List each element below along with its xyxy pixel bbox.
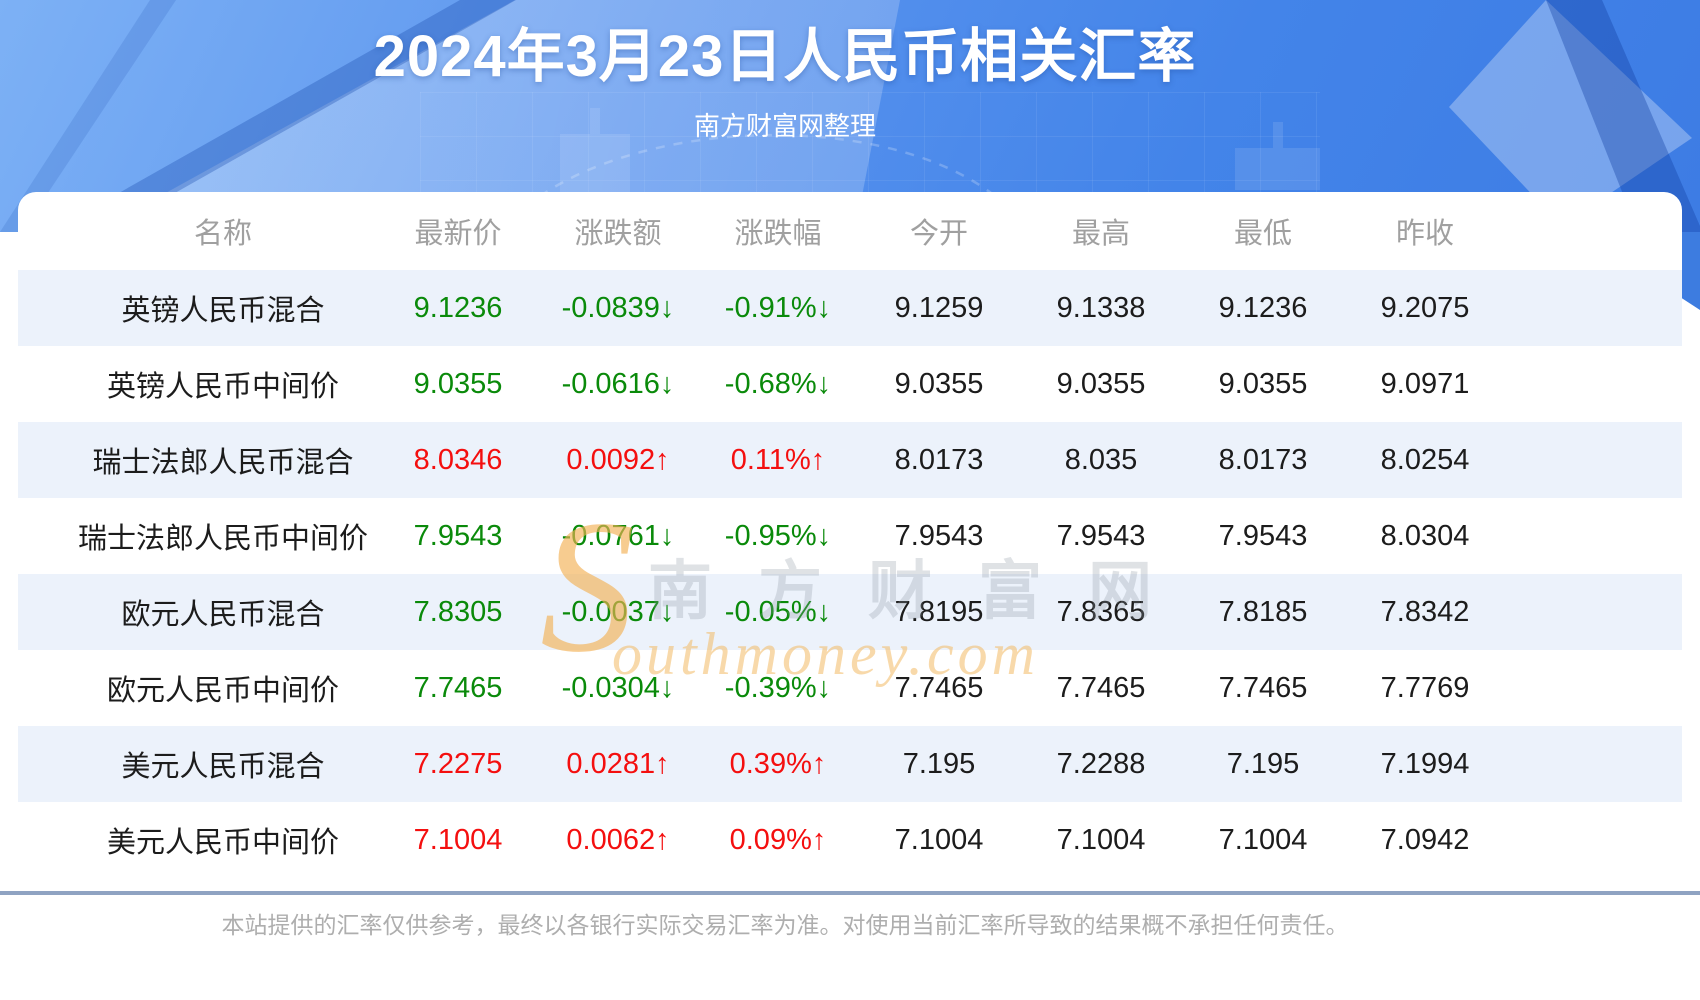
cell-high: 7.7465 [1056, 671, 1146, 704]
cell-open: 7.1004 [894, 823, 984, 856]
cell-prev-close: 7.8342 [1380, 595, 1470, 628]
cell-prev-close: 7.1994 [1380, 747, 1470, 780]
column-header-prev-close: 昨收 [1395, 218, 1454, 250]
cell-change-amount: -0.0839↓ [561, 291, 675, 324]
cell-high: 7.8365 [1056, 595, 1146, 628]
table-header-row: 名称 最新价 涨跌额 涨跌幅 今开 最高 最低 昨收 [18, 192, 1682, 270]
cell-low: 9.0355 [1218, 367, 1308, 400]
page-subtitle: 南方财富网整理 [693, 111, 876, 141]
cell-change-percent: 0.11%↑ [730, 443, 826, 476]
cell-latest-price: 9.0355 [413, 367, 503, 400]
cell-pair-name: 英镑人民币中间价 [106, 371, 339, 403]
cell-low: 7.7465 [1218, 671, 1308, 704]
cell-pair-name: 瑞士法郎人民币中间价 [77, 523, 368, 555]
table-row: 英镑人民币混合 9.1236 -0.0839↓ -0.91%↓ 9.1259 9… [18, 270, 1682, 346]
column-header-high: 最高 [1071, 218, 1130, 250]
column-header-change-percent: 涨跌幅 [734, 218, 822, 250]
column-header-name: 名称 [193, 218, 252, 250]
cell-change-amount: 0.0062↑ [566, 823, 670, 856]
cell-pair-name: 美元人民币混合 [121, 751, 325, 783]
cell-low: 7.195 [1226, 747, 1300, 780]
cell-high: 7.2288 [1056, 747, 1146, 780]
page-title: 2024年3月23日人民币相关汇率 [373, 24, 1197, 89]
cell-change-percent: -0.05%↓ [724, 595, 832, 628]
disclaimer-text: 本站提供的汇率仅供参考，最终以各银行实际交易汇率为准。对使用当前汇率所导致的结果… [221, 912, 1349, 938]
cell-low: 7.1004 [1218, 823, 1308, 856]
table-row: 英镑人民币中间价 9.0355 -0.0616↓ -0.68%↓ 9.0355 … [18, 346, 1682, 422]
table-row: 瑞士法郎人民币中间价 7.9543 -0.0761↓ -0.95%↓ 7.954… [18, 498, 1682, 574]
cell-open: 9.0355 [894, 367, 984, 400]
cell-high: 7.9543 [1056, 519, 1146, 552]
cell-change-percent: 0.09%↑ [729, 823, 827, 856]
table-row: 美元人民币中间价 7.1004 0.0062↑ 0.09%↑ 7.1004 7.… [18, 802, 1682, 878]
cell-change-amount: -0.0616↓ [561, 367, 675, 400]
cell-open: 7.8195 [894, 595, 984, 628]
cell-latest-price: 7.7465 [413, 671, 503, 704]
table-row: 瑞士法郎人民币混合 8.0346 0.0092↑ 0.11%↑ 8.0173 8… [18, 422, 1682, 498]
table-row: 美元人民币混合 7.2275 0.0281↑ 0.39%↑ 7.195 7.22… [18, 726, 1682, 802]
candlestick-shape [560, 108, 630, 196]
column-header-open: 今开 [909, 218, 968, 250]
cell-prev-close: 7.0942 [1380, 823, 1470, 856]
cell-change-amount: -0.0037↓ [561, 595, 675, 628]
cell-open: 7.195 [902, 747, 976, 780]
cell-prev-close: 8.0254 [1380, 443, 1470, 476]
cell-low: 7.8185 [1218, 595, 1308, 628]
cell-low: 8.0173 [1218, 443, 1308, 476]
cell-change-amount: -0.0304↓ [561, 671, 675, 704]
cell-change-percent: -0.95%↓ [724, 519, 832, 552]
column-header-low: 最低 [1233, 218, 1292, 250]
table-row: 欧元人民币混合 7.8305 -0.0037↓ -0.05%↓ 7.8195 7… [18, 574, 1682, 650]
cell-pair-name: 美元人民币中间价 [106, 827, 339, 859]
cell-prev-close: 9.0971 [1380, 367, 1470, 400]
cell-low: 9.1236 [1218, 291, 1308, 324]
cell-open: 7.7465 [894, 671, 984, 704]
cell-latest-price: 8.0346 [413, 443, 503, 476]
cell-prev-close: 9.2075 [1380, 291, 1470, 324]
cell-latest-price: 7.1004 [413, 823, 503, 856]
cell-latest-price: 7.2275 [413, 747, 503, 780]
cell-change-percent: -0.91%↓ [724, 291, 832, 324]
column-header-latest: 最新价 [414, 218, 502, 250]
cell-pair-name: 欧元人民币中间价 [106, 675, 339, 707]
cell-latest-price: 9.1236 [413, 291, 503, 324]
cell-high: 7.1004 [1056, 823, 1146, 856]
candlestick-shape [1235, 122, 1320, 190]
cell-prev-close: 7.7769 [1380, 671, 1470, 704]
cell-pair-name: 英镑人民币混合 [121, 295, 325, 327]
cell-change-amount: -0.0761↓ [561, 519, 675, 552]
table-row: 欧元人民币中间价 7.7465 -0.0304↓ -0.39%↓ 7.7465 … [18, 650, 1682, 726]
cell-open: 9.1259 [894, 291, 984, 324]
banner: 2024年3月23日人民币相关汇率 南方财富网整理 [0, 0, 1700, 232]
cell-latest-price: 7.9543 [413, 519, 503, 552]
cell-high: 9.0355 [1056, 367, 1146, 400]
cell-low: 7.9543 [1218, 519, 1308, 552]
cell-high: 8.035 [1064, 443, 1138, 476]
cell-high: 9.1338 [1056, 291, 1146, 324]
cell-prev-close: 8.0304 [1380, 519, 1470, 552]
cell-pair-name: 欧元人民币混合 [121, 599, 325, 631]
cell-change-amount: 0.0281↑ [566, 747, 670, 780]
cell-change-percent: -0.68%↓ [724, 367, 832, 400]
cell-open: 7.9543 [894, 519, 984, 552]
cell-pair-name: 瑞士法郎人民币混合 [92, 447, 354, 479]
footer-divider [0, 891, 1700, 895]
cell-change-percent: 0.39%↑ [729, 747, 827, 780]
exchange-rate-table: 名称 最新价 涨跌额 涨跌幅 今开 最高 最低 昨收 英镑人民币混合 9.123… [18, 192, 1682, 878]
cell-open: 8.0173 [894, 443, 984, 476]
column-header-change: 涨跌额 [574, 218, 662, 250]
cell-change-percent: -0.39%↓ [724, 671, 832, 704]
table-body: 英镑人民币混合 9.1236 -0.0839↓ -0.91%↓ 9.1259 9… [18, 270, 1682, 878]
cell-latest-price: 7.8305 [413, 595, 503, 628]
cell-change-amount: 0.0092↑ [566, 443, 670, 476]
